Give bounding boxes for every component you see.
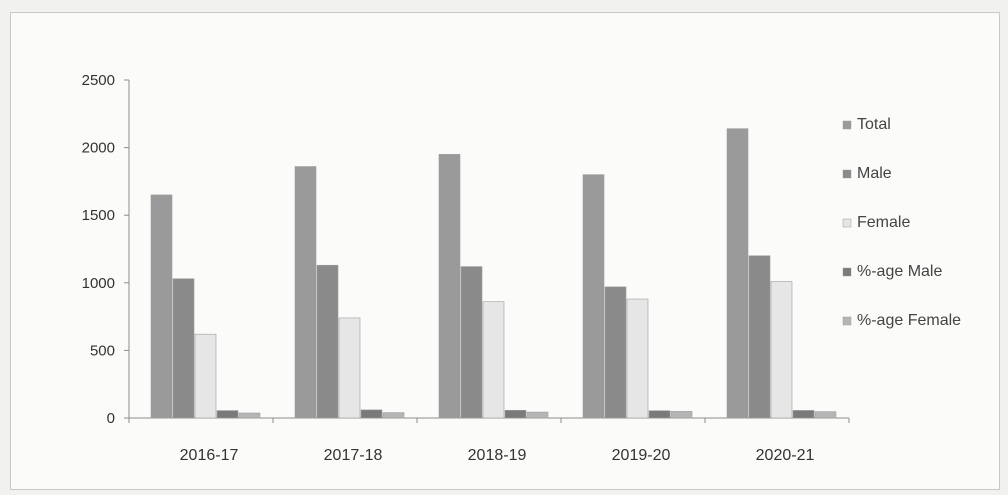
legend-label: Total xyxy=(857,116,891,133)
y-tick-label: 2000 xyxy=(82,140,115,157)
legend-label: %-age Female xyxy=(857,312,961,329)
bar-age-female-2018-19 xyxy=(526,411,549,419)
y-tick-label: 0 xyxy=(107,410,115,427)
legend-swatch xyxy=(842,316,852,326)
x-tick-label: 2018-19 xyxy=(468,447,527,464)
y-tick-label: 2500 xyxy=(82,72,115,89)
bar-female-2017-18 xyxy=(338,317,361,419)
bar-total-2017-18 xyxy=(294,166,317,419)
y-tick-label: 1500 xyxy=(82,207,115,224)
bar-total-2019-20 xyxy=(582,174,605,419)
legend-swatch xyxy=(842,169,852,179)
bar-age-male-2017-18 xyxy=(360,409,383,419)
bar-age-female-2020-21 xyxy=(814,411,837,419)
y-tick-label: 1000 xyxy=(82,275,115,292)
legend-swatch xyxy=(842,267,852,277)
bar-total-2016-17 xyxy=(150,194,173,419)
x-tick-label: 2019-20 xyxy=(612,447,671,464)
bar-age-male-2018-19 xyxy=(504,409,527,419)
bar-female-2019-20 xyxy=(626,298,649,419)
y-tick-label: 500 xyxy=(90,342,115,359)
bar-female-2020-21 xyxy=(770,281,793,419)
bar-male-2018-19 xyxy=(460,266,483,419)
x-tick-label: 2020-21 xyxy=(756,447,815,464)
x-tick-label: 2016-17 xyxy=(180,447,239,464)
bar-male-2019-20 xyxy=(604,286,627,419)
bars xyxy=(150,128,837,419)
bar-age-male-2016-17 xyxy=(216,410,239,419)
x-tick-labels: 2016-17 2017-18 2018-19 2019-20 2020-21 xyxy=(128,418,850,464)
bar-age-female-2016-17 xyxy=(238,412,261,419)
bar-male-2016-17 xyxy=(172,278,195,419)
legend-swatch xyxy=(842,120,852,130)
bar-chart: 0 500 1000 1500 2000 2500 2016-17 2017-18 2018-… xyxy=(82,72,962,464)
x-tick-label: 2017-18 xyxy=(324,447,383,464)
bar-total-2020-21 xyxy=(726,128,749,419)
bar-total-2018-19 xyxy=(438,154,461,419)
y-tick-labels: 0 500 1000 1500 2000 2500 xyxy=(82,72,129,427)
bar-male-2020-21 xyxy=(748,255,771,419)
legend-label: Female xyxy=(857,214,910,231)
bar-female-2016-17 xyxy=(194,333,217,419)
bar-age-female-2019-20 xyxy=(670,411,693,419)
legend-label: %-age Male xyxy=(857,263,942,280)
bar-female-2018-19 xyxy=(482,301,505,419)
legend: Total Male Female %-age Male %-age Female xyxy=(842,116,961,329)
legend-swatch xyxy=(842,218,852,228)
chart-frame: 0 500 1000 1500 2000 2500 2016-17 2017-18 2018-… xyxy=(10,12,1000,490)
bar-male-2017-18 xyxy=(316,264,339,419)
bar-age-male-2020-21 xyxy=(792,410,815,419)
bar-age-female-2017-18 xyxy=(382,412,405,419)
legend-label: Male xyxy=(857,165,892,182)
bar-age-male-2019-20 xyxy=(648,410,671,419)
